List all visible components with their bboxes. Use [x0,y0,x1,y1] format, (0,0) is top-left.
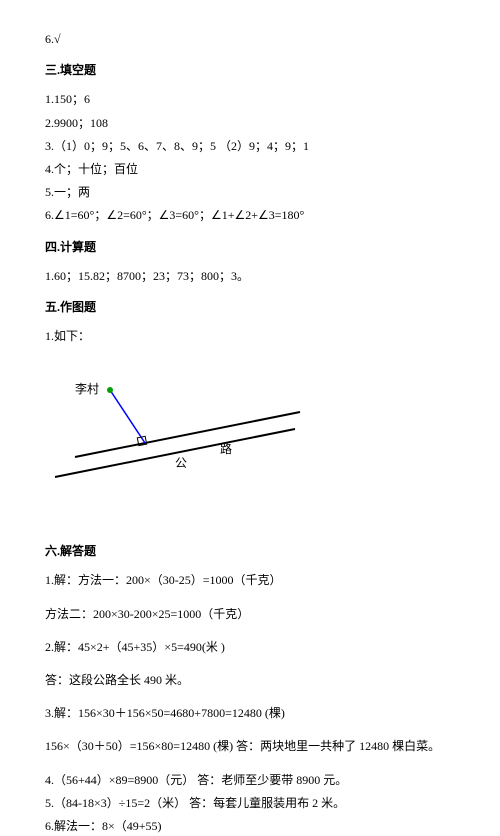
road-label-gong: 公 [175,454,187,473]
section-6-title: 六.解答题 [45,542,455,561]
section-5-title: 五.作图题 [45,298,455,317]
section-6-item: 2.解：45×2+（45+35）×5=490(米 ) [45,638,455,657]
section-3-item: 4.个；十位；百位 [45,160,455,179]
section-6-item: 5.（84-18×3）÷15=2（米） 答：每套儿童服装用布 2 米。 [45,794,455,813]
road-label-lu: 路 [220,440,232,459]
diagram-container: 李村 路 公 [45,372,325,502]
section-3-item: 3.（1）0；9；5、6、7、8、9；5 （2）9；4；9；1 [45,137,455,156]
perpendicular-line [110,390,145,443]
village-dot [107,387,113,393]
section-6-item: 方法二：200×30-200×25=1000（千克） [45,605,455,624]
section-3-item: 2.9900；108 [45,114,455,133]
section-6-item: 3.解：156×30＋156×50=4680+7800=12480 (棵) [45,704,455,723]
section-4-title: 四.计算题 [45,238,455,257]
section-3-item: 6.∠1=60°；∠2=60°；∠3=60°；∠1+∠2+∠3=180° [45,206,455,225]
answer-6-check: 6.√ [45,30,455,49]
village-label: 李村 [75,380,99,399]
section-4-item: 1.60；15.82；8700；23；73；800；3。 [45,267,455,286]
section-6-item: 4.（56+44）×89=8900（元） 答：老师至少要带 8900 元。 [45,771,455,790]
section-3-item: 5.一；两 [45,183,455,202]
section-3-title: 三.填空题 [45,61,455,80]
section-6-item: 6.解法一：8×（49+55) [45,817,455,836]
section-6-item: 答：这段公路全长 490 米。 [45,671,455,690]
section-6-item: 1.解：方法一：200×（30-25）=1000（千克） [45,571,455,590]
section-6-item: 156×（30＋50）=156×80=12480 (棵) 答：两块地里一共种了 … [45,737,455,756]
section-3-item: 1.150；6 [45,90,455,109]
section-5-item: 1.如下： [45,327,455,346]
